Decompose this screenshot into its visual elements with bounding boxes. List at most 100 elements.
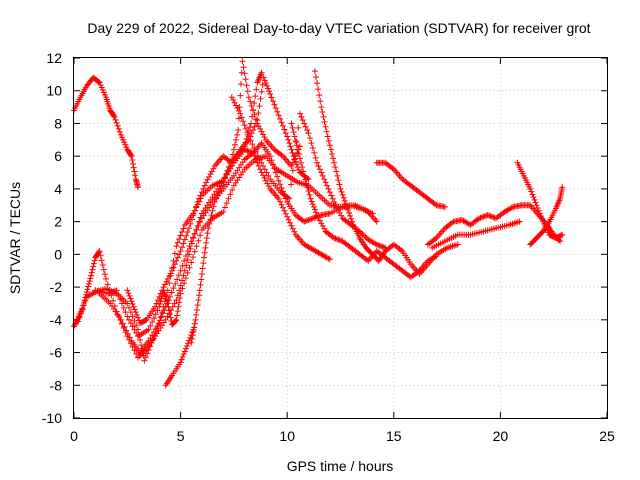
data-point-marker <box>118 300 125 307</box>
series-arc-1 <box>71 74 141 191</box>
axis-ticks: 0 5 10 15 20 25 -10 -8 -6 -4 -2 0 2 4 6 8 10 12 <box>42 50 615 444</box>
data-point-marker <box>81 297 88 304</box>
data-point-marker <box>173 257 180 264</box>
data-point-marker <box>189 332 196 339</box>
data-point-marker <box>223 170 230 177</box>
data-point-marker <box>261 166 268 173</box>
data-point-marker <box>263 169 270 176</box>
data-point-marker <box>170 285 177 292</box>
data-point-marker <box>242 125 249 132</box>
data-point-marker <box>188 339 195 346</box>
data-point-marker <box>274 108 281 115</box>
data-point-marker <box>80 302 87 309</box>
data-point-marker <box>220 179 227 186</box>
series-arc-12 <box>373 159 448 210</box>
data-point-marker <box>207 171 214 178</box>
data-point-marker <box>159 287 166 294</box>
data-point-marker <box>181 236 188 243</box>
data-point-marker <box>293 161 300 168</box>
data-point-marker <box>323 128 330 135</box>
data-point-marker <box>134 314 141 321</box>
data-point-marker <box>91 257 98 264</box>
data-point-marker <box>336 181 343 188</box>
data-point-marker <box>193 311 200 318</box>
data-point-marker <box>204 176 211 183</box>
data-point-marker <box>110 112 117 119</box>
data-point-marker <box>120 304 127 311</box>
data-point-marker <box>275 177 282 184</box>
data-point-marker <box>177 290 184 297</box>
data-point-marker <box>174 312 181 319</box>
data-point-marker <box>532 199 539 206</box>
data-point-marker <box>358 229 365 236</box>
data-point-marker <box>228 94 235 101</box>
data-point-marker <box>432 253 439 260</box>
data-point-marker <box>335 207 342 214</box>
data-point-marker <box>310 203 317 210</box>
data-point-marker <box>305 176 312 183</box>
data-point-marker <box>131 317 138 324</box>
data-point-marker <box>558 232 565 239</box>
data-point-marker <box>309 215 316 222</box>
data-point-marker <box>164 287 171 294</box>
data-point-marker <box>244 147 251 154</box>
data-point-marker <box>194 302 201 309</box>
data-point-marker <box>85 280 92 287</box>
data-point-marker <box>210 203 217 210</box>
data-point-marker <box>332 235 339 242</box>
data-point-marker <box>298 159 305 166</box>
data-point-marker <box>258 128 265 135</box>
data-point-marker <box>316 166 323 173</box>
data-point-marker <box>197 232 204 239</box>
data-point-marker <box>170 264 177 271</box>
data-point-marker <box>174 308 181 315</box>
series-arc-5 <box>96 69 265 356</box>
data-point-marker <box>186 251 193 258</box>
data-point-marker <box>106 290 113 297</box>
data-point-marker <box>238 69 245 76</box>
data-point-marker <box>335 236 342 243</box>
data-point-marker <box>293 142 300 149</box>
data-point-marker <box>201 249 208 256</box>
data-point-marker <box>380 244 387 251</box>
data-point-marker <box>317 98 324 105</box>
data-point-marker <box>328 192 335 199</box>
data-point-marker <box>305 217 312 223</box>
data-point-marker <box>181 348 188 355</box>
data-point-marker <box>102 275 109 282</box>
data-point-marker <box>207 216 214 223</box>
data-point-marker <box>76 314 83 321</box>
data-point-marker <box>301 218 308 225</box>
data-point-marker <box>527 185 534 192</box>
data-point-marker <box>288 181 295 188</box>
data-point-marker <box>224 167 231 174</box>
series-arc-16 <box>527 184 566 248</box>
data-point-marker <box>228 156 235 163</box>
data-point-marker <box>275 195 282 202</box>
data-point-marker <box>559 231 566 238</box>
data-point-marker <box>298 113 305 120</box>
data-point-marker <box>166 280 173 286</box>
series-arc-7 <box>162 326 197 389</box>
data-point-marker <box>80 302 87 309</box>
data-point-marker <box>130 303 137 310</box>
data-point-marker <box>180 351 187 358</box>
data-point-marker <box>320 113 327 120</box>
y-tick-label: 8 <box>54 115 62 131</box>
data-point-marker <box>177 267 184 274</box>
data-point-marker <box>96 248 103 255</box>
series-arc-6 <box>124 74 312 327</box>
data-point-marker <box>198 189 205 196</box>
data-point-marker <box>267 91 274 97</box>
data-point-marker <box>254 152 261 159</box>
data-point-marker <box>397 247 404 253</box>
data-point-marker <box>131 326 138 333</box>
data-point-marker <box>378 243 385 250</box>
data-point-marker <box>154 297 161 304</box>
data-point-marker <box>289 159 296 166</box>
data-point-marker <box>174 239 181 246</box>
data-point-marker <box>559 184 566 191</box>
data-point-marker <box>346 209 353 216</box>
data-point-marker <box>330 155 337 162</box>
data-point-marker <box>304 217 311 224</box>
